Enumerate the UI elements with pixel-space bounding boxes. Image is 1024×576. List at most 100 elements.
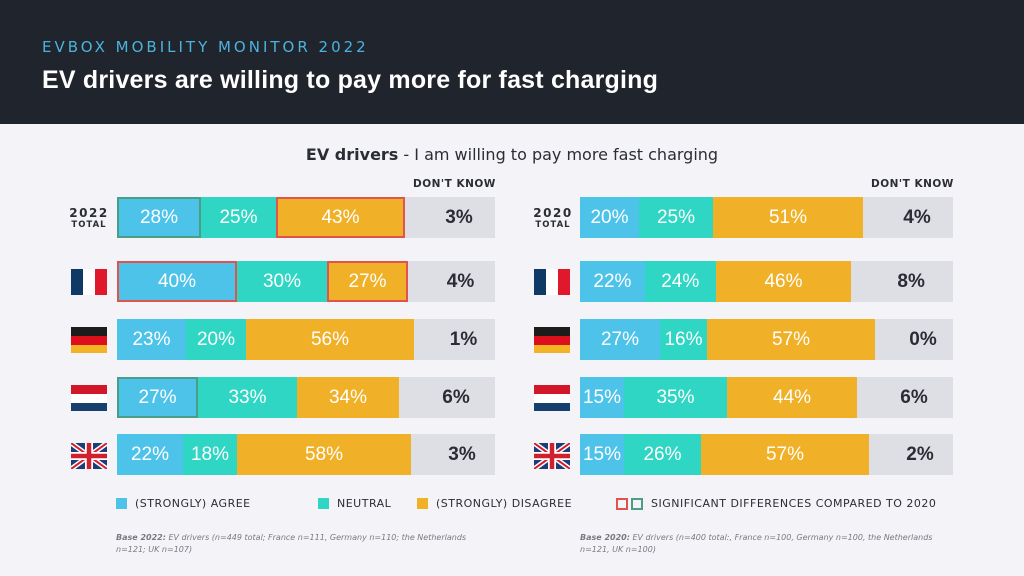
dont-know-segment: 2% — [869, 434, 953, 475]
row-label-year: 2022 — [69, 206, 109, 220]
dont-know-segment: 0% — [875, 319, 953, 360]
data-label: 15% — [582, 443, 622, 465]
agree-segment: 22% — [117, 434, 183, 475]
agree-segment: 15% — [580, 377, 624, 418]
data-label: 0% — [909, 328, 937, 350]
data-label: 51% — [768, 206, 808, 228]
data-label: 1% — [449, 328, 478, 350]
stacked-bar: 27% 33% 34% 6% — [117, 377, 495, 418]
row-label-2020-total: 2020 TOTAL — [530, 207, 576, 230]
data-label: 44% — [772, 386, 812, 408]
disagree-segment: 57% — [701, 434, 869, 475]
germany-flag-icon — [71, 327, 107, 353]
dont-know-segment: 3% — [405, 197, 495, 238]
data-label: 27% — [138, 386, 177, 408]
disagree-segment: 51% — [713, 197, 863, 238]
agree-segment: 27% — [117, 377, 198, 418]
disagree-segment: 43% — [276, 197, 405, 238]
disagree-segment: 57% — [707, 319, 875, 360]
stacked-bar: 28% 25% 43% 3% — [117, 197, 495, 238]
subtitle-bold: EV drivers — [305, 145, 399, 164]
neutral-segment: 16% — [660, 319, 707, 360]
legend-label: NEUTRAL — [337, 497, 392, 510]
legend-item-agree: (STRONGLY) AGREE — [116, 497, 251, 510]
data-label: 27% — [600, 328, 640, 350]
uk-flag-icon — [71, 443, 107, 469]
data-label: 25% — [656, 206, 696, 228]
base-note-2020: Base 2020: EV drivers (n=400 total:, Fra… — [580, 532, 960, 556]
legend-label: (STRONGLY) AGREE — [135, 497, 251, 510]
stacked-bar: 27% 16% 57% 0% — [580, 319, 953, 360]
data-label: 56% — [310, 328, 350, 350]
legend-label: (STRONGLY) DISAGREE — [436, 497, 573, 510]
disagree-segment: 34% — [297, 377, 399, 418]
data-label: 18% — [190, 443, 230, 465]
dont-know-header-right: DON'T KNOW — [871, 178, 954, 190]
data-label: 30% — [262, 270, 302, 292]
neutral-segment: 33% — [198, 377, 297, 418]
stacked-bar: 15% 35% 44% 6% — [580, 377, 953, 418]
france-flag-icon — [534, 269, 570, 295]
dont-know-segment: 8% — [851, 261, 954, 302]
stacked-bar: 15% 26% 57% 2% — [580, 434, 953, 475]
neutral-segment: 24% — [644, 261, 716, 302]
header-banner: EVBOX MOBILITY MONITOR 2022 EV drivers a… — [0, 0, 1024, 124]
netherlands-flag-icon — [71, 385, 107, 411]
data-label: 2% — [906, 443, 934, 465]
data-label: 3% — [445, 206, 473, 228]
neutral-segment: 25% — [639, 197, 713, 238]
data-label: 28% — [139, 206, 179, 228]
disagree-segment: 27% — [327, 261, 408, 302]
data-label: 40% — [157, 270, 197, 292]
stacked-bar: 22% 24% 46% 8% — [580, 261, 954, 302]
data-label: 25% — [219, 206, 258, 228]
data-label: 22% — [130, 443, 170, 465]
legend-item-neutral: NEUTRAL — [318, 497, 391, 510]
disagree-segment: 56% — [246, 319, 414, 360]
agree-segment: 22% — [580, 261, 645, 302]
data-label: 26% — [643, 443, 682, 465]
disagree-segment: 58% — [237, 434, 411, 475]
uk-flag-icon — [534, 443, 570, 469]
agree-segment: 28% — [117, 197, 201, 238]
agree-segment: 15% — [580, 434, 624, 475]
row-label-2022-total: 2022 TOTAL — [66, 207, 112, 230]
data-label: 4% — [446, 270, 475, 292]
neutral-segment: 30% — [237, 261, 327, 302]
data-label: 20% — [590, 206, 629, 228]
chart-subtitle: EV drivers - I am willing to pay more fa… — [0, 145, 1024, 164]
note-bold: Base 2020: — [580, 533, 630, 542]
data-label: 6% — [900, 386, 928, 408]
data-label: 8% — [897, 270, 925, 292]
neutral-segment: 35% — [624, 377, 727, 418]
dont-know-segment: 6% — [857, 377, 953, 418]
legend-swatch-agree — [116, 498, 127, 509]
stacked-bar: 40% 30% 27% 4% — [117, 261, 495, 302]
legend-label: SIGNIFICANT DIFFERENCES COMPARED TO 2020 — [651, 497, 937, 510]
neutral-segment: 20% — [186, 319, 246, 360]
data-label: 34% — [328, 386, 368, 408]
data-label: 58% — [304, 443, 344, 465]
agree-segment: 23% — [117, 319, 186, 360]
legend-swatch-neutral — [318, 498, 329, 509]
data-label: 15% — [582, 386, 622, 408]
legend-item-significant: SIGNIFICANT DIFFERENCES COMPARED TO 2020 — [616, 497, 936, 510]
data-label: 16% — [664, 328, 703, 350]
neutral-segment: 25% — [201, 197, 276, 238]
data-label: 20% — [196, 328, 236, 350]
data-label: 22% — [593, 270, 632, 292]
dont-know-segment: 4% — [863, 197, 953, 238]
row-label-total: TOTAL — [535, 220, 571, 230]
legend-swatch-sig-red — [616, 497, 628, 510]
netherlands-flag-icon — [534, 385, 570, 411]
data-label: 57% — [771, 328, 811, 350]
legend-item-disagree: (STRONGLY) DISAGREE — [417, 497, 572, 510]
stacked-bar: 22% 18% 58% 3% — [117, 434, 495, 475]
agree-segment: 40% — [117, 261, 237, 302]
dont-know-segment: 4% — [408, 261, 495, 302]
stacked-bar: 23% 20% 56% 1% — [117, 319, 495, 360]
data-label: 4% — [903, 206, 931, 228]
subtitle-rest: - I am willing to pay more fast charging — [398, 145, 719, 164]
france-flag-icon — [71, 269, 107, 295]
legend-swatch-sig-green — [631, 497, 643, 510]
